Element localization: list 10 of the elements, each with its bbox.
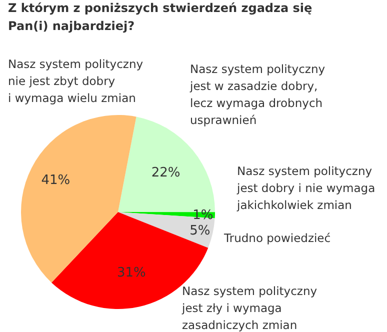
slice-label: Trudno powiedzieć (223, 231, 331, 245)
slice-label: Nasz system polityczny nie jest zbyt dobry i wymaga wielu zmian (8, 57, 144, 105)
data-label: 41% (41, 173, 70, 188)
data-label: 5% (190, 223, 210, 238)
slice-label: Nasz system polityczny jest dobry i nie wymaga jakichkolwiek zmian (236, 164, 376, 212)
slice-label: Nasz system polityczny jest zły i wymaga zasadniczych zmian (181, 284, 318, 332)
data-label: 31% (116, 266, 146, 281)
slice-label: Nasz system polityczny jest w zasadzie dobry, lecz wymaga drobnych usprawnień (189, 62, 326, 127)
chart-title: Z którym z poniższych stwierdzeń zgadza się Pan(i) najbardziej? (8, 1, 312, 33)
data-label: 22% (151, 166, 180, 181)
